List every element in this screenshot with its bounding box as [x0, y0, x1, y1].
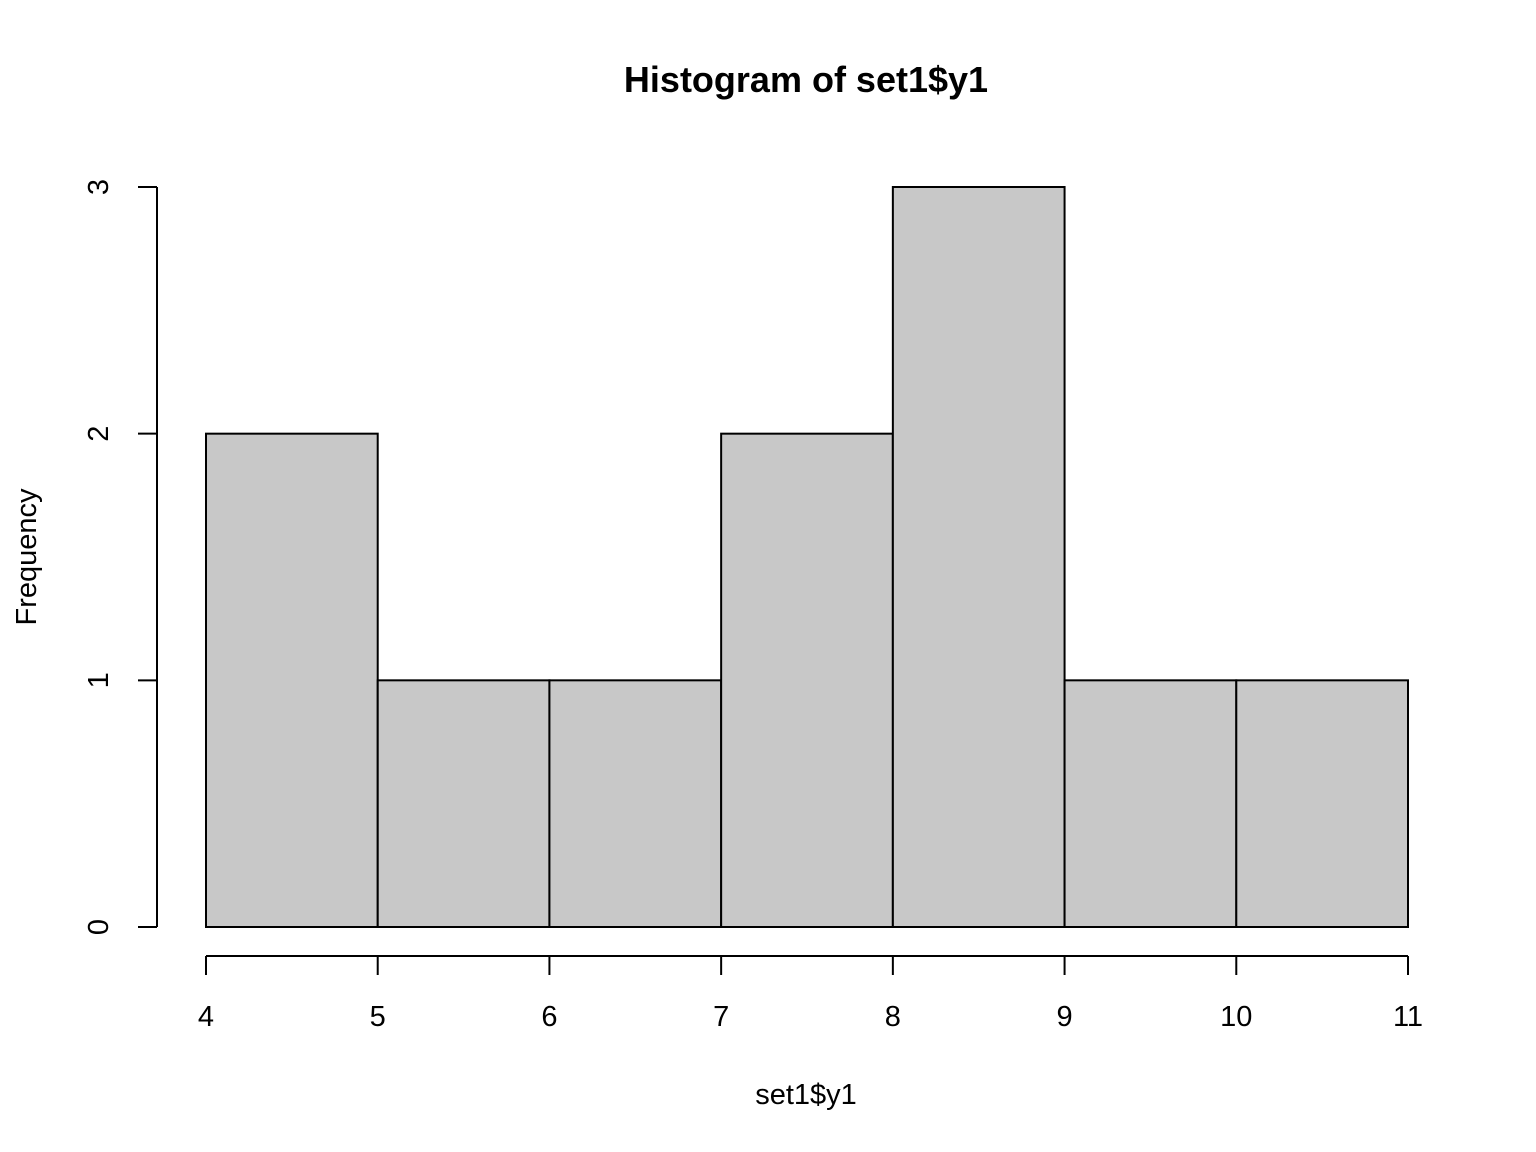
y-axis-label: Frequency: [11, 488, 43, 626]
histogram-bar: [1235, 679, 1410, 928]
histogram-bar: [548, 679, 723, 928]
y-tick-label: 3: [83, 179, 115, 195]
y-tick-label: 2: [83, 426, 115, 442]
x-tick-label: 8: [885, 1001, 901, 1033]
y-axis: 0 1 2 3: [83, 179, 158, 935]
histogram-bar: [376, 679, 551, 928]
histogram-bar: [720, 432, 894, 928]
x-tick-label: 5: [370, 1001, 386, 1033]
histogram-bar: [1063, 679, 1238, 928]
x-tick-label: 9: [1057, 1001, 1073, 1033]
x-tick-label: 11: [1393, 1001, 1423, 1033]
x-tick-label: 4: [198, 1001, 214, 1033]
y-tick-label: 0: [83, 919, 115, 935]
bars-group: [205, 186, 1410, 928]
chart-title: Histogram of set1$y1: [624, 59, 988, 100]
histogram-bar: [891, 186, 1066, 928]
y-tick-label: 1: [83, 672, 115, 688]
x-tick-label: 7: [713, 1001, 729, 1033]
x-tick-label: 6: [541, 1001, 557, 1033]
x-axis: 4 5 6 7 8 9 10 11: [198, 955, 1423, 1033]
x-axis-label: set1$y1: [755, 1079, 857, 1111]
x-tick-label: 10: [1220, 1001, 1252, 1033]
histogram-bar: [205, 432, 379, 928]
